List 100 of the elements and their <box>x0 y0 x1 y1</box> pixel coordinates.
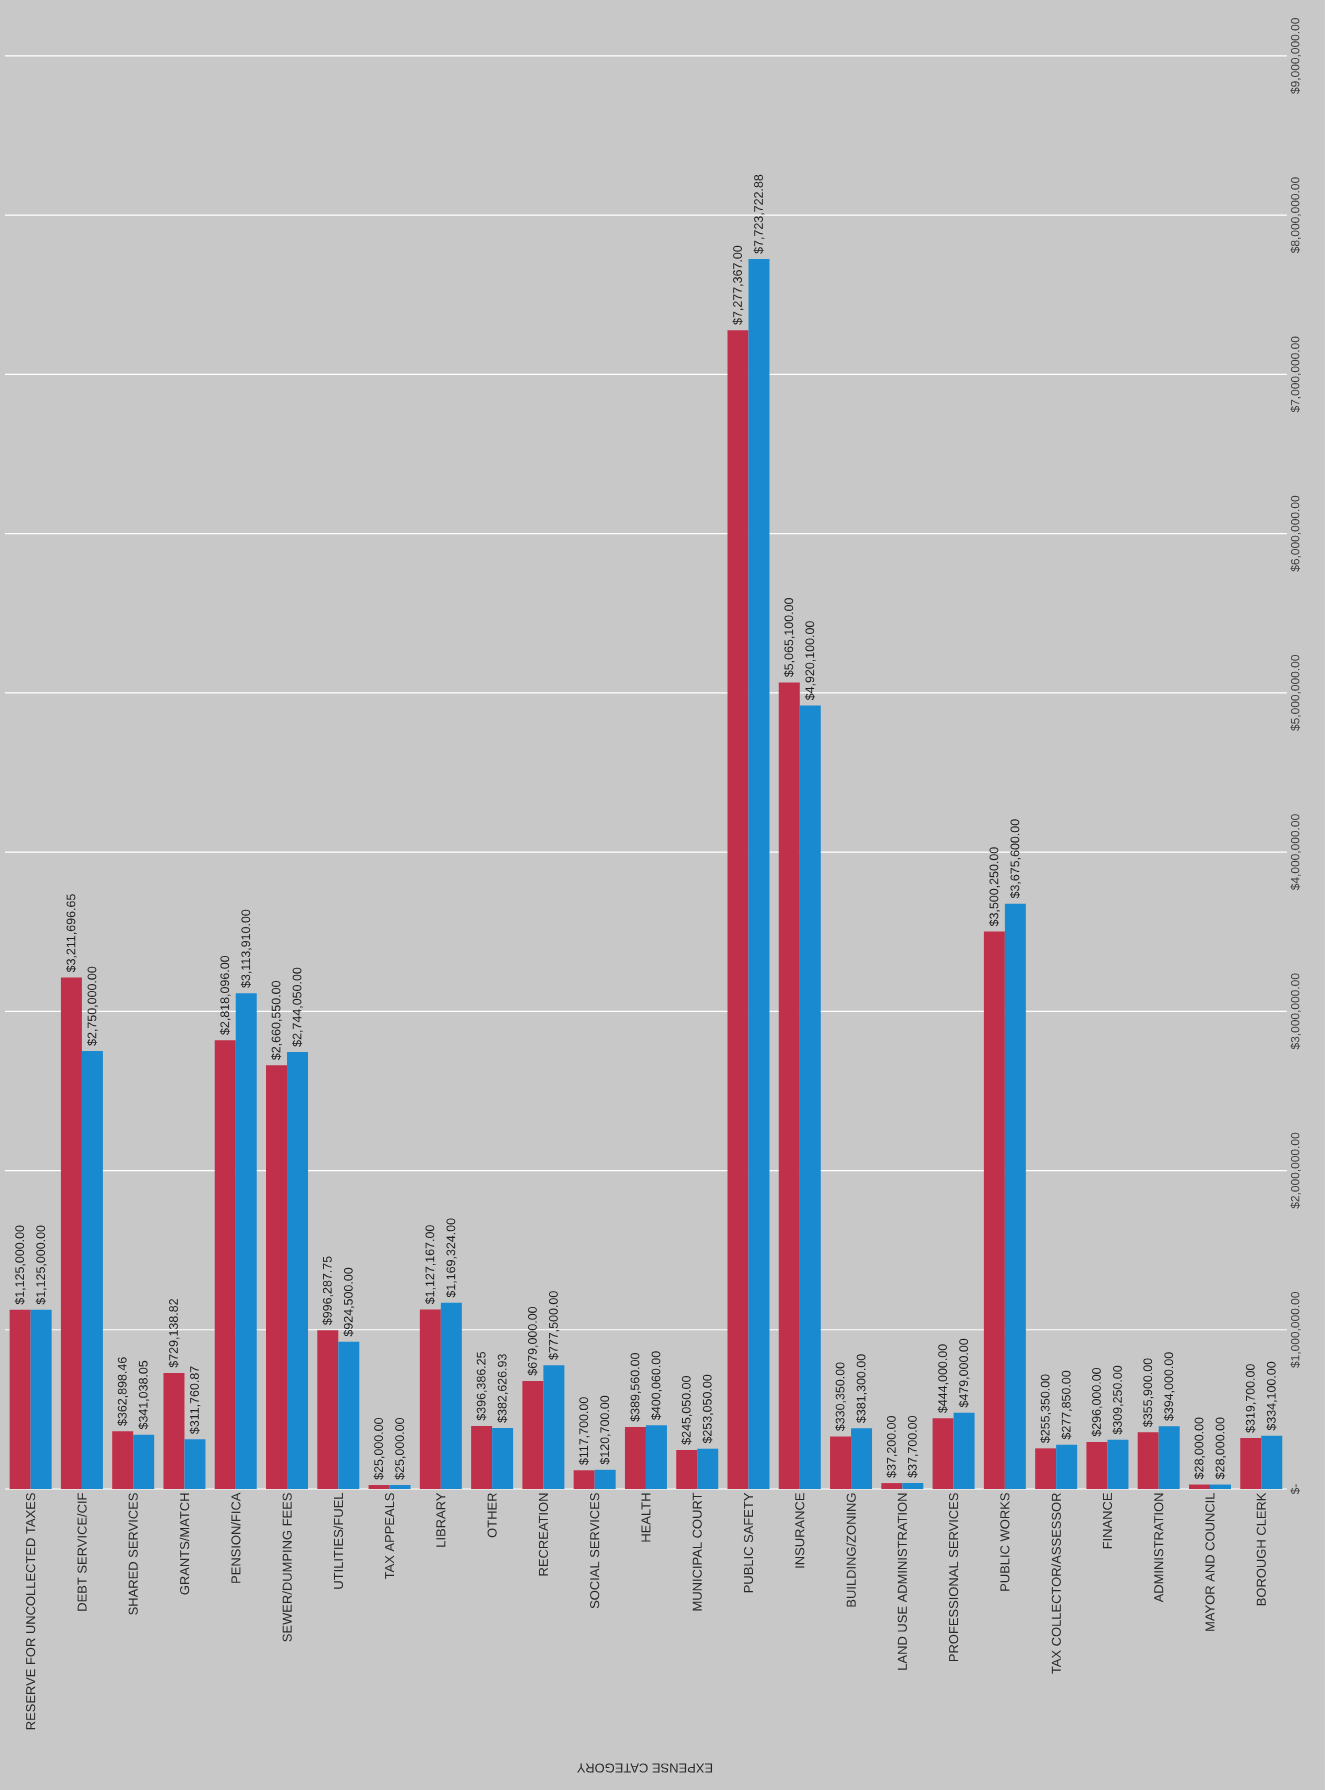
bar <box>419 1309 441 1490</box>
bar <box>1035 1448 1057 1490</box>
data-label: $245,050.00 <box>681 1376 693 1445</box>
data-label: $28,000.00 <box>1215 1417 1226 1480</box>
x-tick-label: FINANCE <box>1102 1493 1113 1549</box>
bar <box>471 1425 493 1490</box>
bar <box>81 1051 103 1490</box>
data-label: $396,386.25 <box>476 1351 488 1421</box>
bar <box>287 1052 309 1490</box>
x-tick-label: TAX APPEALS <box>385 1493 395 1580</box>
y-tick-label: $6,000,000.00 <box>1290 495 1301 572</box>
bar <box>492 1428 514 1490</box>
bar <box>266 1065 288 1490</box>
bar <box>1158 1426 1180 1490</box>
bar <box>676 1449 698 1490</box>
data-label: $3,211,696.65 <box>66 894 77 973</box>
data-label: $3,675,600.00 <box>1010 819 1021 899</box>
x-axis-title: EXPENSE CATEGORY <box>577 1763 713 1773</box>
bar <box>60 977 82 1490</box>
x-tick-label: LIBRARY <box>436 1492 446 1547</box>
x-tick-label: INSURANCE <box>795 1493 805 1568</box>
x-tick-label: MAYOR AND COUNCIL <box>1205 1492 1215 1631</box>
y-tick-label: $7,000,000.00 <box>1290 336 1301 413</box>
x-tick-label: PROFESSIONAL SERVICES <box>949 1493 959 1662</box>
data-label: $253,050.00 <box>702 1374 714 1444</box>
x-tick-label: PUBLIC WORKS <box>1000 1493 1010 1591</box>
data-label: $479,000.00 <box>958 1338 970 1408</box>
data-label: $334,100.00 <box>1266 1361 1278 1431</box>
data-label: $277,850.00 <box>1061 1370 1073 1440</box>
bar <box>830 1436 852 1490</box>
data-label: $924,500.00 <box>343 1267 355 1337</box>
bar <box>1056 1444 1078 1490</box>
x-tick-label: GRANTS/MATCH <box>179 1493 190 1595</box>
data-label: $3,113,910.00 <box>240 909 252 988</box>
x-tick-label: SHARED SERVICES <box>128 1493 138 1615</box>
bar <box>953 1412 975 1490</box>
x-tick-label: BUILDING/ZONING <box>846 1493 856 1607</box>
y-tick-label: $4,000,000.00 <box>1290 814 1301 891</box>
data-label: $341,038.05 <box>138 1360 150 1430</box>
data-label: $1,125,000.00 <box>35 1225 47 1305</box>
data-label: $330,350.00 <box>835 1362 846 1432</box>
y-tick-label: $5,000,000.00 <box>1290 655 1301 731</box>
bar <box>573 1470 595 1490</box>
bar <box>624 1426 646 1490</box>
x-tick-label: PUBLIC SAFETY <box>743 1492 754 1593</box>
x-tick-label: TAX COLLECTOR/ASSESSOR <box>1051 1493 1061 1674</box>
x-tick-label: HEALTH <box>641 1493 651 1542</box>
data-label: $25,000.00 <box>394 1418 406 1480</box>
data-label: $2,750,000.00 <box>87 966 98 1046</box>
x-tick-label: SEWER/DUMPING FEES <box>282 1493 292 1642</box>
bar <box>881 1483 903 1490</box>
bar <box>851 1428 873 1490</box>
data-label: $311,760.87 <box>189 1366 201 1435</box>
y-tick-label: $8,000,000.00 <box>1290 177 1301 254</box>
bar <box>799 705 821 1490</box>
x-tick-label: UTILITIES/FUEL <box>333 1492 344 1589</box>
x-tick-label: RESERVE FOR UNCOLLECTED TAXES <box>26 1493 36 1730</box>
bar <box>983 931 1005 1490</box>
bar <box>1137 1432 1159 1490</box>
data-label: $309,250.00 <box>1112 1365 1124 1435</box>
data-label: $117,700.00 <box>578 1397 590 1465</box>
data-label: $3,500,250.00 <box>989 847 1000 927</box>
data-label: $389,560.00 <box>630 1353 641 1422</box>
bar <box>543 1365 565 1490</box>
bar <box>1261 1435 1283 1490</box>
bar <box>1004 903 1026 1490</box>
bar <box>214 1040 236 1490</box>
y-tick-label: $3,000,000.00 <box>1290 973 1301 1050</box>
bar <box>389 1485 411 1490</box>
bar <box>9 1309 31 1490</box>
x-tick-label: SOCIAL SERVICES <box>590 1493 600 1609</box>
bar <box>317 1330 339 1490</box>
bar <box>1107 1439 1129 1490</box>
data-label: $28,000.00 <box>1194 1417 1205 1480</box>
bar <box>235 993 257 1490</box>
data-label: $394,000.00 <box>1163 1352 1175 1421</box>
data-label: $2,818,096.00 <box>219 955 231 1035</box>
bar <box>778 682 800 1490</box>
y-tick-label: $1,000,000.00 <box>1290 1292 1301 1368</box>
bar <box>1086 1441 1108 1490</box>
data-label: $255,350.00 <box>1040 1374 1052 1444</box>
data-label: $5,065,100.00 <box>783 598 795 678</box>
data-label: $4,920,100.00 <box>804 621 816 701</box>
data-label: $7,277,367.00 <box>732 245 744 325</box>
x-tick-label: RECREATION <box>538 1493 549 1576</box>
data-label: $120,700.00 <box>599 1395 611 1465</box>
bar <box>594 1469 616 1490</box>
data-label: $382,626.93 <box>497 1354 509 1423</box>
data-label: $37,200.00 <box>886 1416 898 1478</box>
y-tick-label: $9,000,000.00 <box>1290 18 1301 94</box>
data-label: $2,744,050.00 <box>292 967 303 1047</box>
bar <box>932 1418 954 1490</box>
bar <box>133 1434 155 1490</box>
bar <box>368 1485 390 1490</box>
y-tick-label: $- <box>1290 1484 1301 1495</box>
bar <box>727 330 749 1490</box>
x-tick-label: ADMINISTRATION <box>1154 1493 1164 1603</box>
data-label: $37,700.00 <box>907 1415 919 1478</box>
x-tick-label: OTHER <box>487 1493 497 1538</box>
data-label: $444,000.00 <box>937 1344 949 1413</box>
